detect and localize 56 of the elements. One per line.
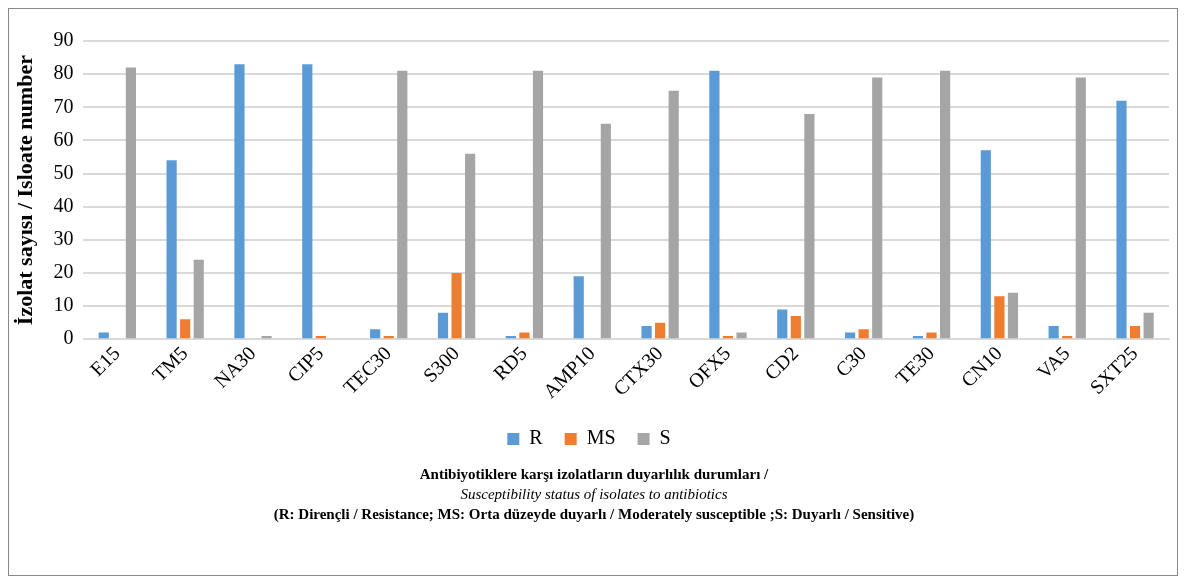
bar — [1116, 100, 1127, 339]
bar — [451, 272, 462, 339]
bar — [193, 259, 204, 339]
x-tick-label: C30 — [831, 341, 871, 381]
text: Susceptibility status of isolates to antibiotics — [459, 485, 729, 504]
bar — [397, 70, 408, 339]
legend-label: MS — [586, 426, 616, 449]
bar — [980, 150, 991, 339]
bar — [519, 332, 530, 339]
bar — [1143, 312, 1154, 339]
bar — [437, 312, 449, 339]
y-tick-label: 0 — [63, 326, 74, 349]
y-tick-label: 20 — [53, 260, 74, 283]
legend-label: S — [659, 426, 671, 449]
bar — [858, 329, 869, 339]
bar — [125, 67, 136, 339]
bar — [709, 70, 720, 339]
bar — [777, 309, 788, 339]
text: Antibiyotiklere karşı izolatların duyarlılık durumları / — [418, 465, 770, 484]
x-tick-label: CD2 — [760, 341, 803, 384]
bar — [804, 113, 815, 339]
bar — [872, 77, 883, 339]
y-tick-label: 50 — [53, 160, 74, 183]
bar — [1007, 292, 1019, 339]
bar — [655, 322, 666, 339]
y-tick-label: 10 — [53, 293, 74, 316]
bar — [166, 160, 177, 339]
bar — [600, 123, 611, 339]
text: (R: Dirençli / Resistance; MS: Orta düzeyde duyarlı / Moderately susceptible ;S: Duyarlı / Sensitive) — [272, 505, 916, 524]
y-axis-title: İzolat sayısı / Isloate number — [11, 54, 37, 326]
bar — [532, 70, 544, 339]
bar — [668, 90, 679, 339]
y-tick-label: 80 — [53, 61, 74, 84]
bar — [736, 332, 747, 339]
x-tick-label: E15 — [85, 341, 124, 381]
bar — [302, 64, 313, 339]
y-tick-label: 70 — [53, 94, 74, 117]
bar — [180, 319, 191, 339]
bar — [370, 329, 381, 339]
bar — [1048, 325, 1059, 339]
y-tick-label: 60 — [53, 127, 74, 150]
bar — [465, 153, 476, 339]
bar — [234, 64, 245, 339]
bar — [641, 325, 652, 339]
y-tick-label: 90 — [53, 28, 74, 51]
bar — [940, 70, 951, 339]
x-tick-label: VA5 — [1032, 341, 1074, 383]
bar — [1129, 325, 1141, 339]
legend-label: R — [529, 426, 544, 449]
bar — [926, 332, 937, 339]
y-tick-label: 40 — [53, 193, 74, 216]
bar — [1075, 77, 1086, 339]
bar — [573, 276, 584, 339]
bar — [994, 296, 1005, 339]
y-tick-label: 30 — [53, 227, 74, 250]
bar — [790, 316, 801, 339]
